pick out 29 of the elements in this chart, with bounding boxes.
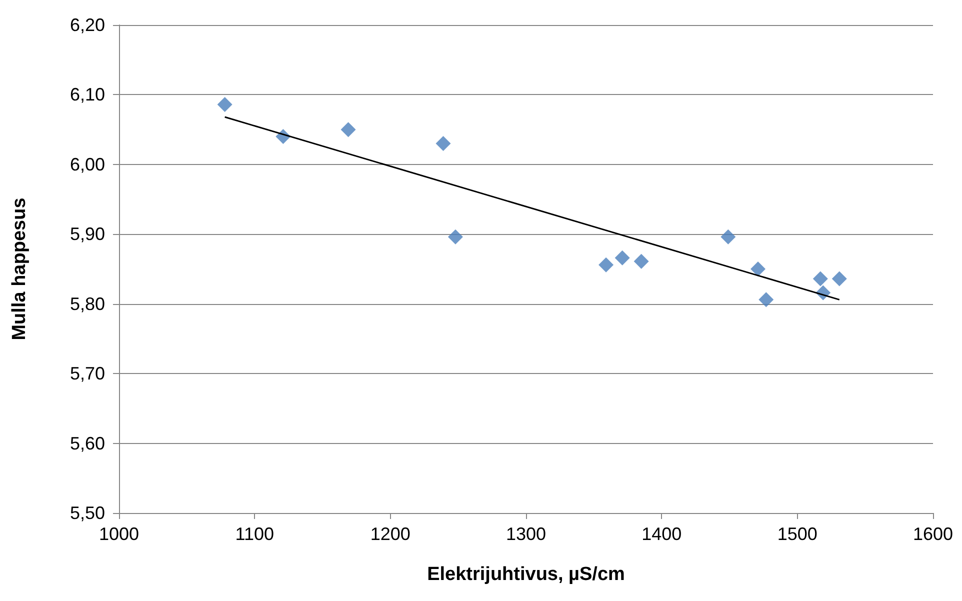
y-tick-label: 6,10 xyxy=(70,84,105,105)
y-tick-label: 6,20 xyxy=(70,15,105,35)
x-tick-label: 1200 xyxy=(370,524,410,544)
y-tick-label: 5,90 xyxy=(70,224,105,244)
y-tick-label: 5,80 xyxy=(70,294,105,314)
point xyxy=(448,229,463,244)
x-tick-label: 1300 xyxy=(506,524,546,544)
point xyxy=(614,250,630,266)
y-tick-label: 5,60 xyxy=(70,433,105,454)
point xyxy=(720,229,736,244)
point xyxy=(598,257,614,272)
x-axis-title: Elektrijuhtivus, µS/cm xyxy=(427,564,625,585)
point xyxy=(436,136,451,152)
point xyxy=(750,262,766,276)
point xyxy=(340,122,356,138)
y-axis-title: Mulla happesus xyxy=(9,198,30,340)
x-tick-label: 1600 xyxy=(912,524,954,544)
y-tick-label: 5,50 xyxy=(70,503,105,523)
x-tick-label: 1400 xyxy=(642,524,682,544)
point xyxy=(832,271,847,286)
y-tick-label: 5,70 xyxy=(70,364,105,384)
x-tick-label: 1000 xyxy=(98,524,140,544)
point xyxy=(758,292,774,308)
point xyxy=(217,96,232,112)
point xyxy=(812,271,828,286)
point xyxy=(634,254,649,269)
x-tick-label: 1500 xyxy=(777,524,818,544)
y-tick-label: 6,00 xyxy=(70,154,105,174)
x-tick-label: 1100 xyxy=(235,524,274,544)
